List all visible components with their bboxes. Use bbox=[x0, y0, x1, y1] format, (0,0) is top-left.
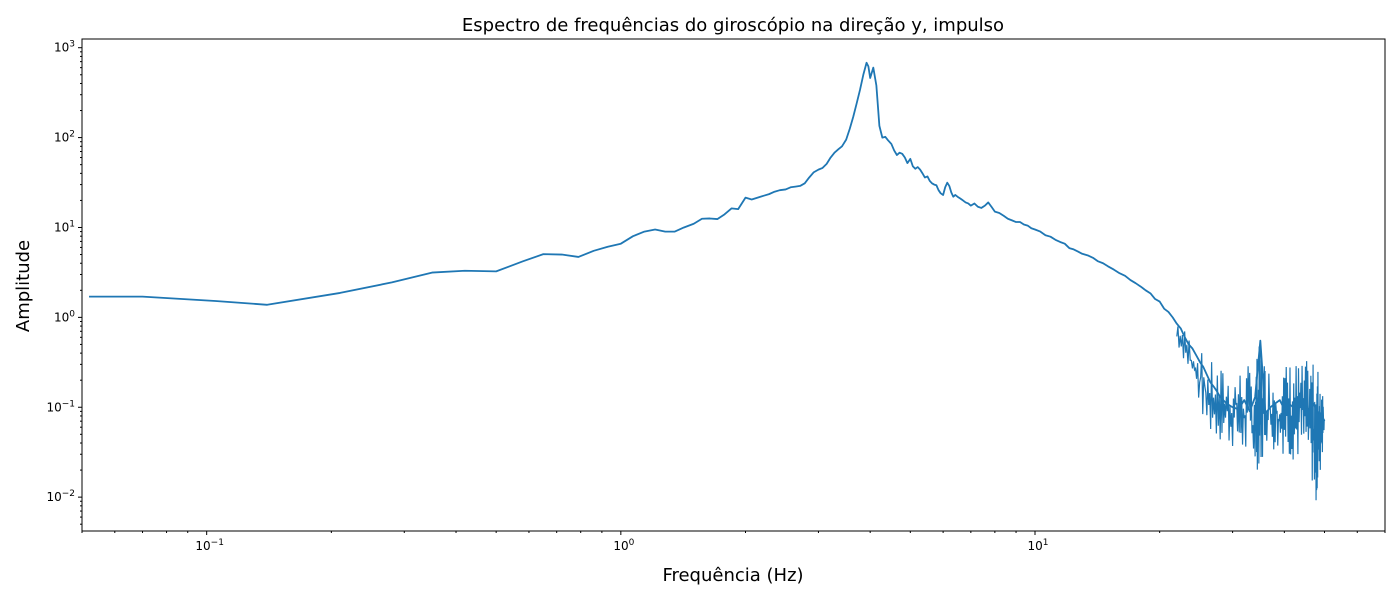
x-axis-label: Frequência (Hz) bbox=[662, 565, 803, 586]
series-line bbox=[89, 61, 1326, 422]
x-tick-label: 100 bbox=[613, 538, 634, 553]
chart-title: Espectro de frequências do giroscópio na… bbox=[462, 15, 1004, 36]
plot-frame bbox=[81, 38, 1386, 532]
y-tick-label: 102 bbox=[54, 130, 75, 145]
y-tick-label: 100 bbox=[54, 309, 75, 324]
y-tick-label: 101 bbox=[54, 219, 75, 234]
y-tick-label: 10−1 bbox=[46, 399, 75, 414]
y-axis-label: Amplitude bbox=[13, 240, 34, 332]
x-axis: 10−1 100 101 bbox=[81, 531, 1386, 553]
x-tick-label: 10−1 bbox=[195, 538, 224, 553]
series-noise-line bbox=[1176, 326, 1325, 501]
plot-area bbox=[89, 61, 1326, 501]
x-tick-label: 101 bbox=[1027, 538, 1048, 553]
y-tick-label: 103 bbox=[54, 40, 75, 55]
y-axis: 10−2 10−1 100 101 102 103 bbox=[46, 40, 82, 525]
y-tick-label: 10−2 bbox=[46, 489, 75, 504]
